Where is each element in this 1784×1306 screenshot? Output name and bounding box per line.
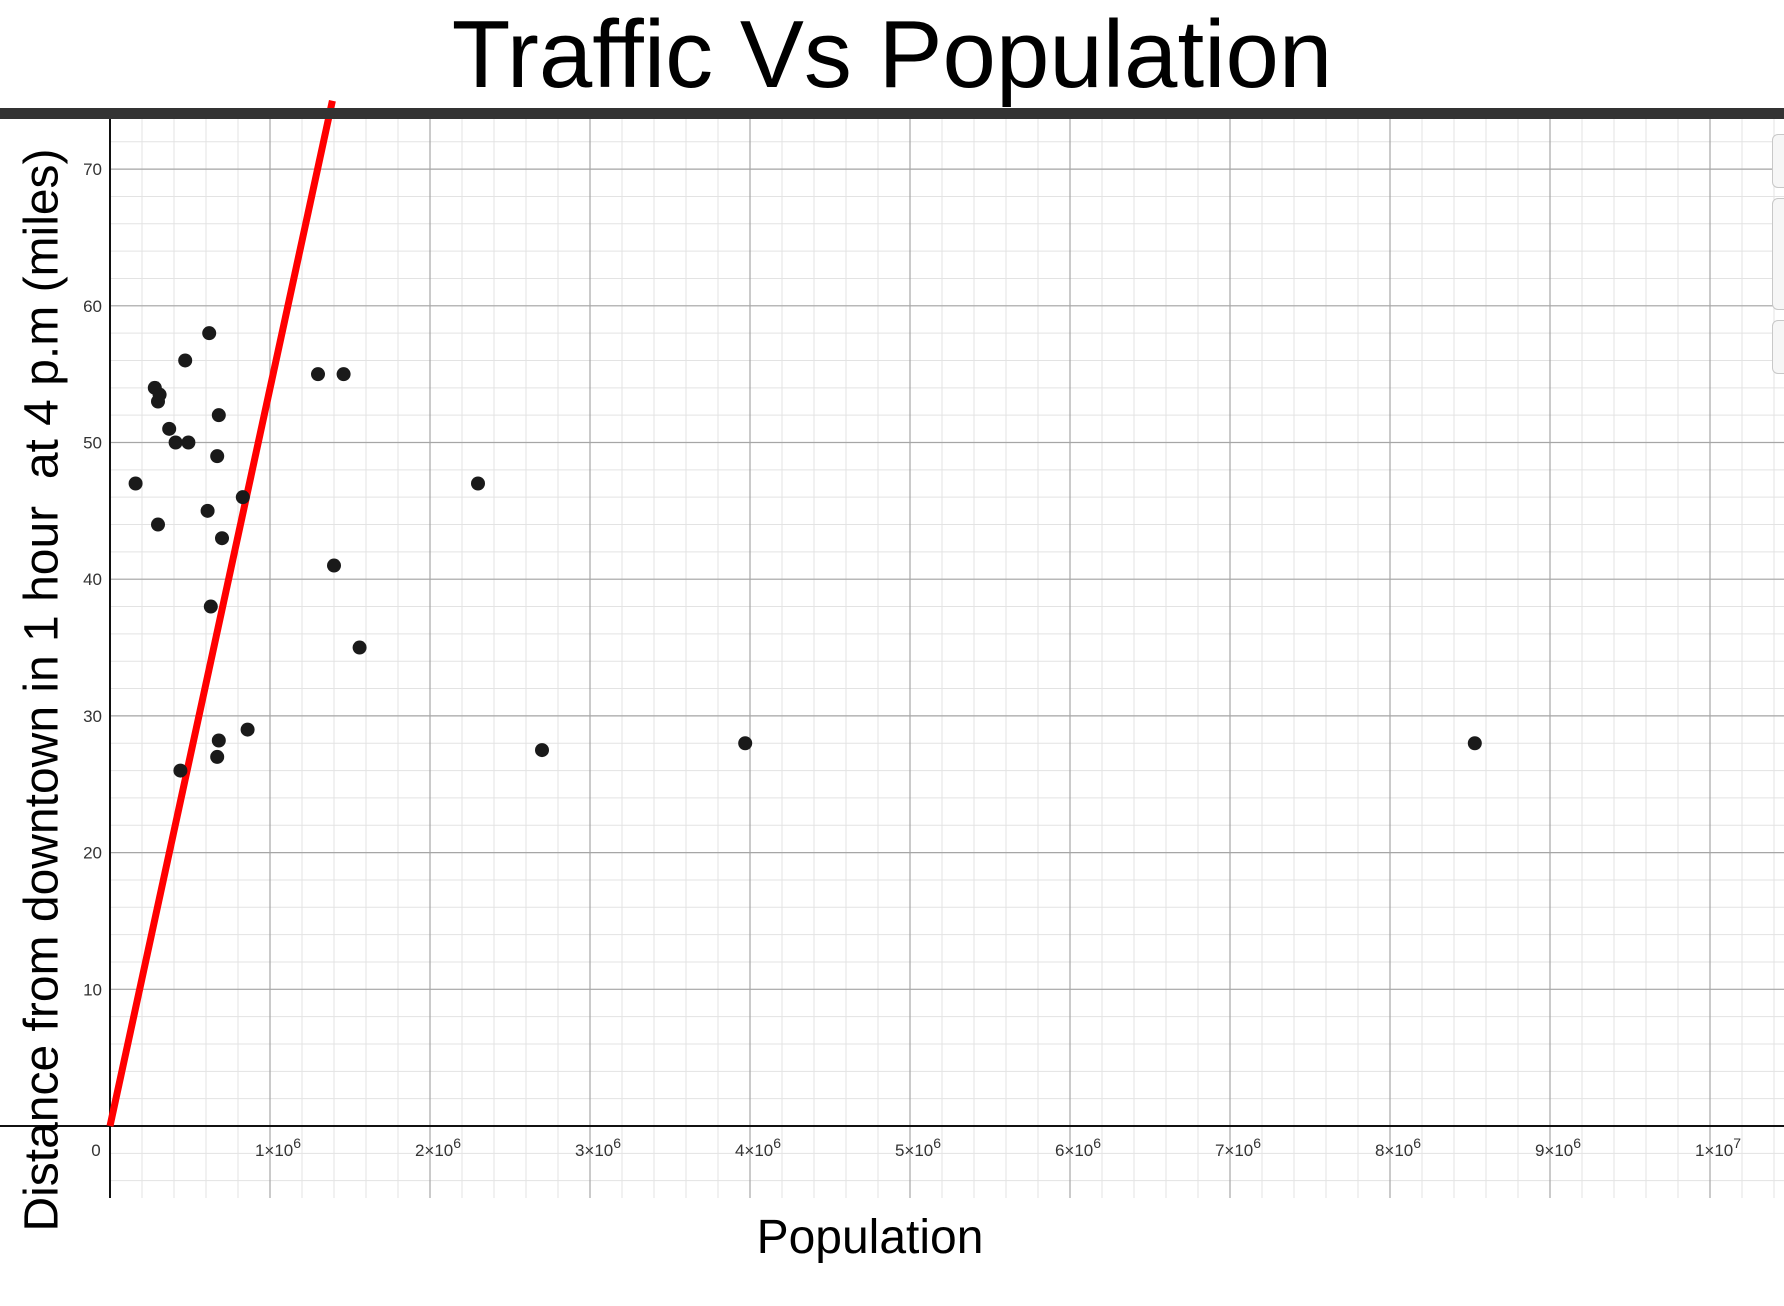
data-point	[1467, 736, 1482, 751]
y-tick-label: 30	[83, 707, 102, 726]
data-point	[336, 367, 351, 382]
chart-title: Traffic Vs Population	[451, 1, 1333, 108]
data-point	[178, 353, 193, 368]
minor-grid	[109, 119, 1784, 1198]
data-point	[210, 749, 225, 764]
x-axis-label: Population	[756, 1211, 984, 1264]
x-tick-labels: 0 1×106 2×106 3×106 4×106 5×106 6×106 7×106 8×10…	[91, 1135, 1741, 1160]
data-point	[200, 503, 215, 518]
data-point	[211, 408, 226, 423]
y-axis-label: Distance from downtown in 1 hour at 4 p.…	[15, 148, 69, 1232]
x-tick-label: 6×106	[1055, 1135, 1101, 1160]
data-point	[738, 736, 753, 751]
major-grid	[110, 119, 1784, 1198]
data-point	[162, 421, 177, 436]
data-point	[173, 763, 188, 778]
data-point	[128, 476, 143, 491]
data-point	[352, 640, 367, 655]
data-point	[235, 490, 250, 505]
data-point	[210, 449, 225, 464]
y-tick-label: 50	[83, 434, 102, 453]
data-point	[202, 326, 217, 341]
data-point	[168, 435, 183, 450]
x-tick-label: 1×106	[255, 1135, 301, 1160]
x-tick-label: 2×106	[415, 1135, 461, 1160]
x-tick-label: 4×106	[735, 1135, 781, 1160]
y-tick-label: 20	[83, 844, 102, 863]
data-point	[151, 517, 165, 532]
trend-line	[106, 100, 336, 1127]
data-point	[215, 531, 229, 546]
data-point	[471, 476, 485, 491]
x-tick-label: 8×106	[1375, 1135, 1421, 1160]
x-tick-label: 3×106	[575, 1135, 621, 1160]
data-point	[152, 387, 167, 402]
data-point	[181, 435, 196, 450]
y-tick-label: 70	[83, 160, 102, 179]
axes	[0, 119, 1784, 1198]
x-tick-label: 5×106	[895, 1135, 941, 1160]
data-point	[211, 733, 226, 748]
y-tick-label: 10	[83, 980, 102, 999]
data-point	[311, 367, 325, 382]
x-tick-label: 0	[91, 1141, 100, 1160]
data-point	[535, 743, 549, 758]
data-point	[240, 722, 255, 737]
x-tick-label: 7×106	[1215, 1135, 1261, 1160]
data-point	[203, 599, 218, 614]
side-panel-tab-2[interactable]	[1772, 198, 1784, 310]
x-tick-label: 1×107	[1695, 1135, 1741, 1160]
y-tick-labels: 10 20 30 40 50 60 70	[83, 160, 102, 999]
side-panel-tab-3[interactable]	[1772, 320, 1784, 374]
y-tick-label: 60	[83, 297, 102, 316]
data-points	[128, 326, 1482, 778]
side-panel-tab-1[interactable]	[1772, 134, 1784, 188]
data-point	[327, 558, 341, 573]
top-border-bar	[0, 108, 1784, 119]
y-tick-label: 40	[83, 570, 102, 589]
trend-line-layer	[106, 100, 336, 1127]
x-tick-label: 9×106	[1535, 1135, 1581, 1160]
